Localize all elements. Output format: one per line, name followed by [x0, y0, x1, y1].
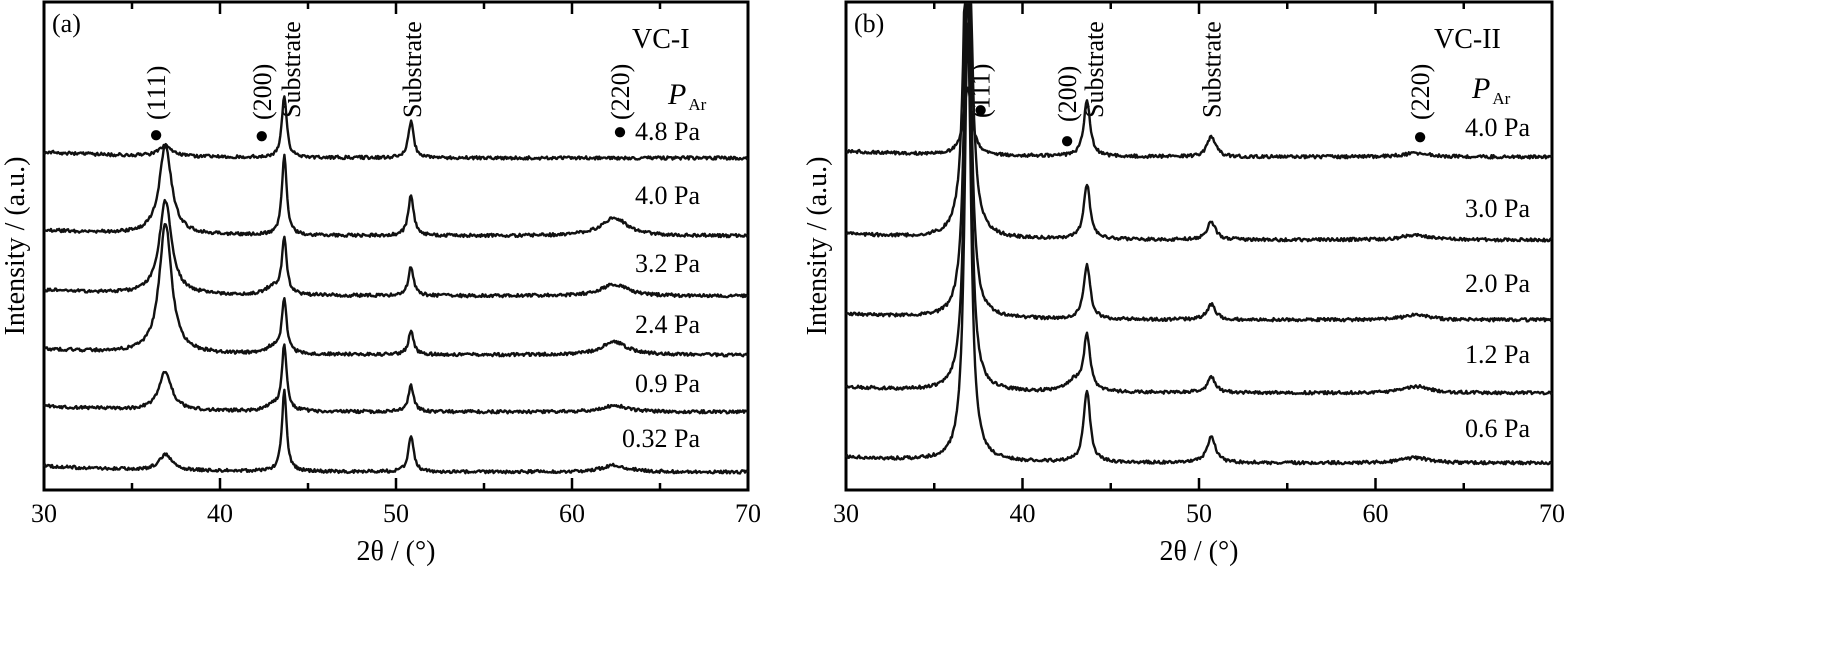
peak-marker-dot: ●	[255, 123, 270, 149]
series-label: 1.2 Pa	[1465, 340, 1530, 369]
xrd-trace	[42, 388, 749, 475]
series-label: 2.0 Pa	[1465, 269, 1530, 298]
panel-id: (a)	[52, 9, 81, 38]
series-label: 0.32 Pa	[622, 424, 700, 453]
series-label: 4.8 Pa	[635, 117, 700, 146]
x-tick-label: 70	[735, 499, 761, 528]
series-label: 3.2 Pa	[635, 249, 700, 278]
peak-marker-dot: ●	[1413, 124, 1428, 150]
substrate-peak-label: Substrate	[1080, 21, 1109, 118]
chart-panel-a: 30 40 50 60 70 2θ / (°) Intensity / (a.u.) (a) V…	[0, 0, 761, 567]
series-label: 0.9 Pa	[635, 369, 700, 398]
pressure-legend-title: P Ar	[667, 78, 707, 114]
x-tick-label: 70	[1539, 499, 1565, 528]
peak-label-220: (220)	[1406, 64, 1435, 120]
series-label: 4.0 Pa	[635, 181, 700, 210]
peak-label-111: (111)	[142, 66, 171, 120]
series-label: 0.6 Pa	[1465, 414, 1530, 443]
peak-marker-dot: ●	[1060, 128, 1075, 154]
sample-label: VC-I	[632, 24, 690, 55]
substrate-peak-label: Substrate	[398, 21, 427, 118]
x-tick-label: 30	[833, 499, 859, 528]
sample-label: VC-II	[1434, 24, 1501, 55]
x-axis-label: 2θ / (°)	[356, 536, 435, 567]
xrd-trace	[43, 142, 750, 239]
xrd-trace	[43, 198, 749, 299]
series-label: 4.0 Pa	[1465, 113, 1530, 142]
xrd-trace	[845, 2, 1553, 243]
x-tick-label: 40	[1010, 499, 1036, 528]
series-label: 3.0 Pa	[1465, 194, 1530, 223]
xrd-trace	[43, 223, 749, 358]
xrd-trace	[43, 95, 749, 161]
panel-id: (b)	[854, 9, 884, 38]
peak-marker-dot: ●	[613, 119, 628, 145]
x-tick-label: 40	[207, 499, 233, 528]
peak-marker-dot: ●	[973, 97, 988, 123]
y-axis-label: Intensity / (a.u.)	[0, 157, 31, 336]
substrate-peak-label: Substrate	[277, 21, 306, 118]
xrd-trace	[844, 22, 1553, 466]
y-axis-label: Intensity / (a.u.)	[802, 157, 833, 336]
x-tick-label: 50	[1186, 499, 1212, 528]
x-tick-label: 60	[559, 499, 585, 528]
peak-label-200: (200)	[1053, 66, 1082, 122]
chart-panel-b: 30 40 50 60 70 2θ / (°) Intensity / (a.u.) (b) V…	[802, 0, 1565, 567]
x-axis-label: 2θ / (°)	[1159, 536, 1238, 567]
peak-label-220: (220)	[606, 64, 635, 120]
peak-label-200: (200)	[248, 64, 277, 120]
x-tick-label: 50	[383, 499, 409, 528]
pressure-legend-title: P Ar	[1471, 72, 1511, 108]
x-tick-label: 60	[1363, 499, 1389, 528]
x-tick-label: 30	[31, 499, 57, 528]
substrate-peak-label: Substrate	[1197, 21, 1226, 118]
series-label: 2.4 Pa	[635, 310, 700, 339]
peak-marker-dot: ●	[149, 122, 164, 148]
xrd-trace	[43, 343, 749, 415]
